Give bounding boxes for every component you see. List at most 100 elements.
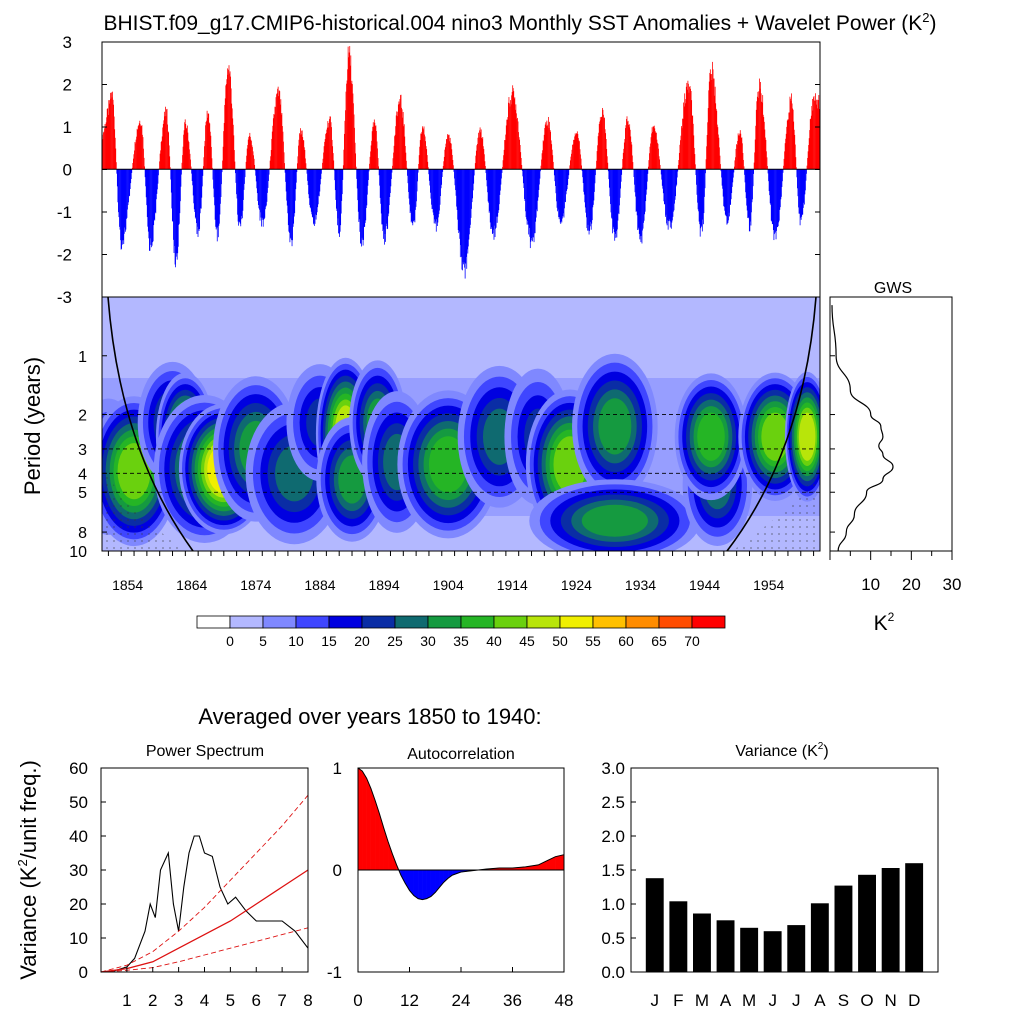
sst-bar	[423, 126, 425, 170]
sst-bar	[420, 133, 422, 170]
sst-bar	[405, 160, 407, 170]
sst-bar	[424, 134, 425, 170]
sst-bar	[230, 88, 232, 170]
sst-bar	[458, 169, 460, 234]
sst-bar	[311, 169, 313, 217]
sst-bar	[199, 169, 201, 229]
sst-bar	[331, 127, 332, 170]
sst-bar	[650, 143, 651, 170]
sst-bar	[491, 169, 493, 229]
monthly-variance-y-tick-label: 0.5	[601, 929, 625, 948]
sst-bar	[662, 169, 664, 189]
sst-bar	[569, 165, 571, 170]
sst-bar	[625, 125, 627, 170]
period-reference-lines	[102, 414, 820, 493]
sst-bar	[154, 169, 156, 213]
sst-bar	[473, 169, 475, 184]
sst-bar	[342, 169, 344, 180]
sst-bar	[622, 152, 624, 170]
sst-bar	[688, 92, 690, 170]
sst-bar	[397, 116, 399, 170]
sst-bar	[495, 169, 497, 228]
sst-bar	[693, 147, 695, 170]
sst-bar	[727, 169, 728, 224]
sst-bar	[303, 140, 305, 170]
sst-bar	[255, 169, 257, 176]
sst-bar	[324, 141, 326, 170]
sst-bar	[591, 169, 593, 221]
sst-bar	[769, 169, 771, 204]
autocorrelation-segment	[413, 869, 419, 899]
sst-bar	[734, 160, 736, 170]
sst-bar	[266, 169, 268, 202]
sst-bar	[702, 169, 704, 220]
sst-bar	[176, 169, 178, 257]
sst-bar	[733, 166, 735, 170]
sst-bar	[173, 169, 175, 253]
sst-bar	[387, 169, 389, 217]
sst-bar	[206, 110, 208, 170]
sst-bar	[160, 141, 162, 170]
sst-bar	[443, 161, 445, 170]
sst-bar	[767, 166, 768, 170]
sst-bar	[680, 135, 682, 170]
sst-bar	[755, 125, 757, 170]
sst-bar	[333, 160, 335, 170]
sst-bar	[202, 169, 204, 176]
sst-bar	[225, 85, 227, 170]
sst-bar	[670, 169, 672, 229]
sst-bar	[169, 167, 171, 170]
sst-bar	[324, 139, 326, 170]
sst-bar	[165, 116, 167, 170]
power-spectrum-y-tick-label: 20	[69, 895, 88, 914]
sst-bar	[141, 126, 142, 170]
sst-bar	[514, 109, 516, 170]
sst-bar	[379, 169, 381, 186]
sst-bar	[260, 169, 262, 218]
sst-bar	[153, 169, 155, 220]
sst-bar	[150, 169, 152, 245]
sst-bar	[499, 169, 501, 195]
sst-bar	[110, 98, 112, 170]
sst-bar	[575, 133, 577, 170]
sst-bar	[294, 169, 296, 214]
sst-bar	[185, 127, 187, 170]
gws-x-label-sup: 2	[888, 610, 895, 624]
sst-bar	[273, 114, 275, 170]
sst-bar	[373, 126, 375, 170]
sst-bar	[264, 169, 266, 210]
sst-bar	[385, 169, 387, 227]
sst-bar	[337, 169, 338, 226]
sst-bar	[355, 166, 357, 170]
sst-bar	[504, 140, 506, 170]
sst-bar	[498, 169, 500, 205]
sst-bar	[462, 169, 464, 263]
sst-bar	[814, 100, 815, 170]
sst-bar	[166, 108, 168, 170]
sst-bar	[537, 169, 539, 201]
sst-bar	[153, 169, 155, 226]
sst-bar	[482, 137, 484, 170]
sst-bar	[480, 132, 482, 170]
sst-bar	[558, 169, 560, 218]
sst-bar	[749, 169, 751, 232]
sst-bar	[654, 128, 656, 170]
sst-bar	[449, 137, 451, 170]
autocorrelation-y-tick-label: 1	[333, 759, 342, 778]
sst-bar	[683, 102, 685, 170]
sst-bar	[519, 139, 521, 170]
sst-bar	[360, 169, 362, 245]
sst-bar	[476, 145, 478, 170]
sst-bar	[510, 100, 511, 170]
sst-bar	[177, 169, 179, 254]
sst-bar	[236, 169, 237, 195]
sst-bar	[500, 169, 501, 191]
sst-bar	[508, 102, 509, 170]
sst-bar	[712, 61, 713, 170]
sst-bar	[364, 169, 366, 223]
sst-bar	[308, 169, 310, 199]
sst-bar	[785, 138, 787, 170]
wavelet-x-tick-label: 1904	[433, 577, 464, 593]
sst-bar	[212, 167, 213, 170]
sst-bar	[381, 169, 383, 225]
